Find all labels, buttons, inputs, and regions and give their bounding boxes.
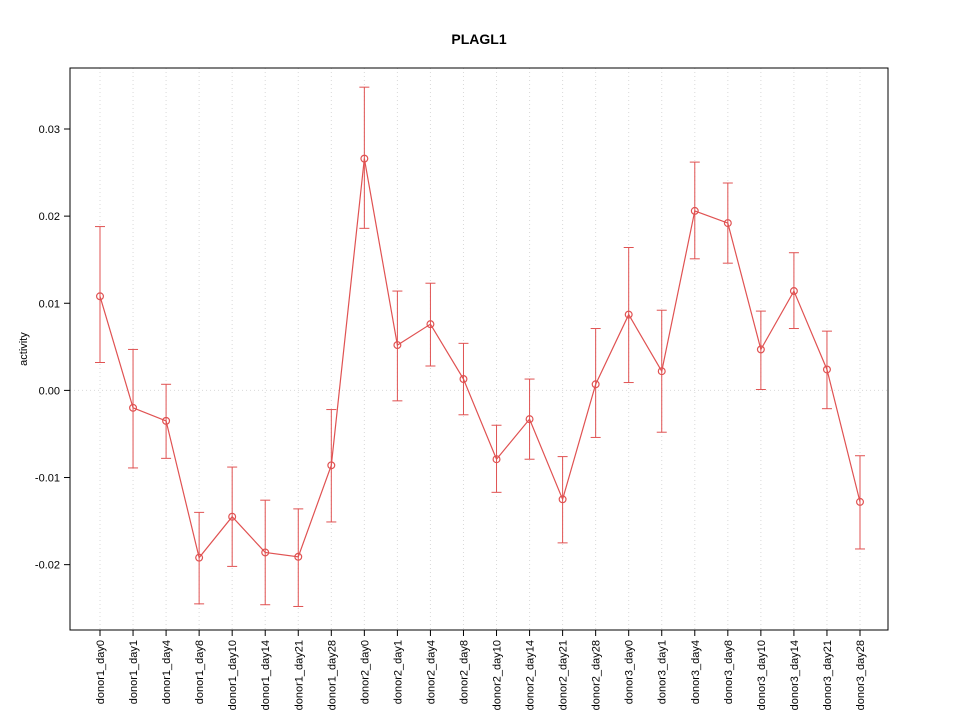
x-axis: donor1_day0 donor1_day1 donor1_day4 donor1_… [95,630,867,710]
x-tick-label: donor1_day4 [161,640,173,704]
x-tick-label: donor1_day28 [326,640,338,710]
data-point [558,495,567,504]
data-point [162,416,171,425]
data-point [822,365,831,374]
x-tick-label: donor1_day10 [227,640,239,710]
data-point [591,380,600,389]
y-axis-label: activity [18,332,30,366]
data-point [228,512,237,521]
x-tick-label: donor2_day1 [392,640,404,704]
error-bars [95,86,865,607]
data-point [525,415,534,424]
y-tick-label: 0.02 [39,211,60,223]
data-point [459,375,468,384]
x-tick-label: donor3_day1 [657,640,669,704]
x-tick-label: donor2_day10 [492,640,504,710]
data-point [690,206,699,215]
y-tick-label: 0.01 [39,298,60,310]
plot-border [69,67,889,631]
x-tick-label: donor3_day28 [855,640,867,710]
y-tick-label: 0.00 [39,385,60,397]
data-point [492,455,501,464]
series-line [99,158,861,560]
x-tick-label: donor3_day4 [690,640,702,704]
x-tick-label: donor1_day1 [128,640,140,704]
x-tick-label: donor2_day8 [458,640,470,704]
data-point [789,287,798,296]
data-point [426,320,435,329]
data-point [294,552,303,561]
data-point [360,154,369,163]
y-tick-label: -0.02 [35,560,60,572]
x-tick-label: donor3_day21 [822,640,834,710]
data-point [195,553,204,562]
y-tick-label: -0.01 [35,473,60,485]
y-axis: -0.02 -0.01 0.00 0.01 0.02 0.03 [35,124,70,572]
data-point [261,548,270,557]
data-point [327,461,336,470]
data-point [657,367,666,376]
chart-title: PLAGL1 [451,31,506,47]
x-tick-label: donor2_day0 [359,640,371,704]
x-tick-label: donor3_day14 [789,640,801,710]
x-tick-label: donor1_day14 [260,640,272,710]
x-tick-label: donor2_day21 [558,640,570,710]
x-tick-label: donor3_day10 [756,640,768,710]
data-points [95,154,864,562]
x-tick-label: donor1_day8 [194,640,206,704]
x-tick-label: donor2_day14 [525,640,537,710]
data-point [756,345,765,354]
x-tick-label: donor2_day4 [425,640,437,704]
x-tick-label: donor1_day21 [293,640,305,710]
grid-lines [70,68,888,630]
data-point [95,292,104,301]
data-point [129,403,138,412]
data-point [723,219,732,228]
data-point [393,341,402,350]
y-tick-label: 0.03 [39,124,60,136]
x-tick-label: donor2_day28 [591,640,603,710]
x-tick-label: donor3_day0 [624,640,636,704]
data-point [855,497,864,506]
x-tick-label: donor1_day0 [95,640,107,704]
x-tick-label: donor3_day8 [723,640,735,704]
data-point [624,310,633,319]
